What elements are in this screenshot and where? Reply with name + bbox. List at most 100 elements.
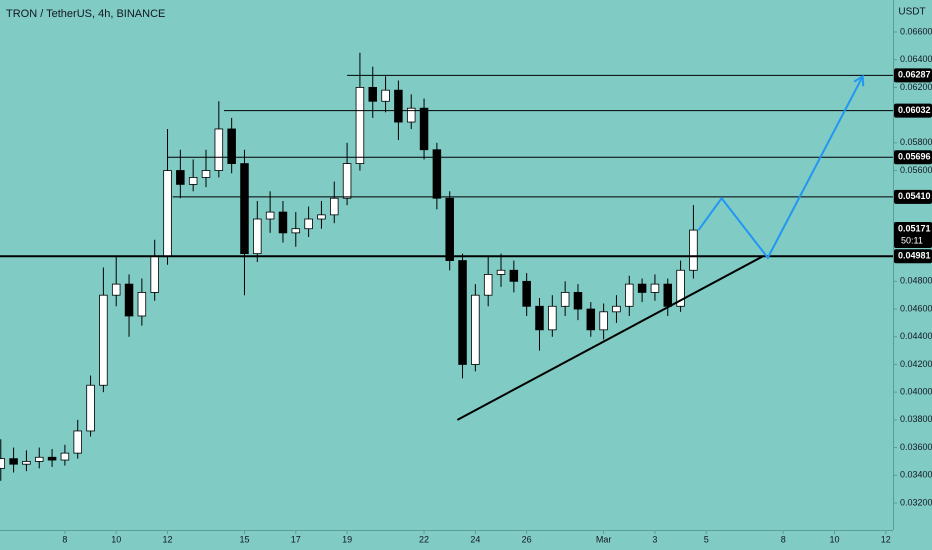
- candle-body: [188, 177, 198, 185]
- x-tick-label: 19: [342, 534, 352, 544]
- candle-body: [47, 456, 57, 461]
- x-tick-label: 8: [781, 534, 786, 544]
- x-tick-label: 5: [704, 534, 709, 544]
- x-tick-label: 24: [470, 534, 480, 544]
- level-price-label: 0.06032: [898, 105, 931, 115]
- candle-body: [586, 308, 596, 331]
- x-tick-label: 15: [239, 534, 249, 544]
- candle-body: [548, 305, 557, 331]
- candle-body: [676, 269, 685, 307]
- level-price-label: 0.04981: [898, 251, 931, 261]
- candle-body: [35, 456, 44, 462]
- chart-title: TRON / TetherUS, 4h, BINANCE: [6, 8, 165, 20]
- candle-body: [663, 283, 673, 307]
- current-price-box: [894, 221, 932, 248]
- candle-body: [509, 269, 519, 282]
- x-tick-label: Mar: [596, 534, 612, 544]
- y-tick-label: 0.03600: [900, 442, 932, 452]
- x-tick-label: 3: [652, 534, 657, 544]
- candle-body: [342, 163, 352, 199]
- candle-body: [163, 170, 172, 257]
- candle-body: [522, 280, 531, 307]
- level-price-label: 0.06287: [898, 70, 931, 80]
- plot: [0, 52, 893, 481]
- candle-body: [73, 430, 82, 454]
- x-tick-label: 10: [111, 534, 121, 544]
- candle-body: [99, 294, 108, 386]
- candle-body: [304, 218, 313, 230]
- candle-body: [471, 294, 480, 365]
- level-price-label: 0.05696: [898, 152, 931, 162]
- y-tick-label: 0.03200: [900, 497, 932, 507]
- candle-body: [483, 274, 493, 296]
- level-price-box: [894, 150, 932, 165]
- y-tick-label: 0.03400: [900, 470, 932, 480]
- candle-body: [265, 211, 275, 220]
- y-tick-label: 0.06400: [900, 54, 932, 64]
- candle-body: [291, 228, 301, 234]
- level-price-box: [894, 68, 932, 83]
- current-price-label: 0.05171: [898, 223, 931, 233]
- x-tick-label: 17: [291, 534, 301, 544]
- candle-body: [0, 458, 6, 469]
- candle-body: [124, 283, 134, 317]
- x-tick-label: 8: [62, 534, 67, 544]
- candle-body: [60, 452, 70, 461]
- candle-body: [214, 128, 224, 171]
- projection-arrowhead: [853, 74, 865, 87]
- y-tick-label: 0.04200: [900, 359, 932, 369]
- x-tick-label: 12: [881, 534, 891, 544]
- y-tick-label: 0.04600: [900, 303, 932, 313]
- candle-body: [355, 87, 365, 164]
- y-tick-label: 0.03800: [900, 414, 932, 424]
- candle-body: [560, 292, 570, 307]
- candle-body: [637, 283, 647, 293]
- y-tick-label: 0.04800: [900, 276, 932, 286]
- candle-body: [458, 260, 467, 365]
- candle-body: [650, 283, 660, 293]
- level-price-box: [894, 103, 932, 118]
- x-tick-label: 10: [830, 534, 840, 544]
- candle-body: [111, 283, 121, 296]
- candle-body: [406, 107, 416, 123]
- candle-body: [599, 311, 608, 331]
- level-price-box: [894, 189, 932, 204]
- candle-body: [176, 170, 185, 185]
- level-price-label: 0.05410: [898, 191, 931, 201]
- candle-body: [432, 149, 442, 199]
- y-tick-label: 0.04400: [900, 331, 932, 341]
- candle-body: [445, 197, 454, 261]
- candle-body: [240, 163, 249, 255]
- y-tick-label: 0.05600: [900, 165, 932, 175]
- currency-label: USDT: [898, 7, 925, 18]
- candle-body: [137, 292, 147, 317]
- y-tick-label: 0.06200: [900, 82, 932, 92]
- candle-body: [278, 211, 288, 234]
- candle-body: [381, 89, 390, 102]
- candle-body: [330, 197, 339, 216]
- candle-body: [625, 283, 634, 307]
- candle-body: [150, 256, 159, 293]
- candle-body: [689, 229, 698, 271]
- candle-body: [22, 461, 31, 465]
- x-tick-label: 12: [163, 534, 173, 544]
- candle-body: [573, 292, 583, 310]
- y-tick-label: 0.05800: [900, 137, 932, 147]
- x-tick-label: 22: [419, 534, 429, 544]
- candle-body: [394, 89, 403, 123]
- candle-body: [419, 107, 429, 151]
- candle-body: [535, 305, 544, 331]
- candle-body: [227, 128, 236, 164]
- candle-body: [253, 218, 262, 255]
- projection-path: [697, 75, 864, 260]
- candle-body: [201, 170, 211, 178]
- level-price-box: [894, 249, 932, 264]
- candle-body: [317, 214, 326, 220]
- trendline: [456, 255, 764, 421]
- candle-body: [9, 458, 18, 465]
- x-tick-label: 26: [522, 534, 532, 544]
- countdown: 50:11: [901, 235, 923, 245]
- candle-body: [496, 269, 506, 275]
- candle-body: [86, 384, 95, 432]
